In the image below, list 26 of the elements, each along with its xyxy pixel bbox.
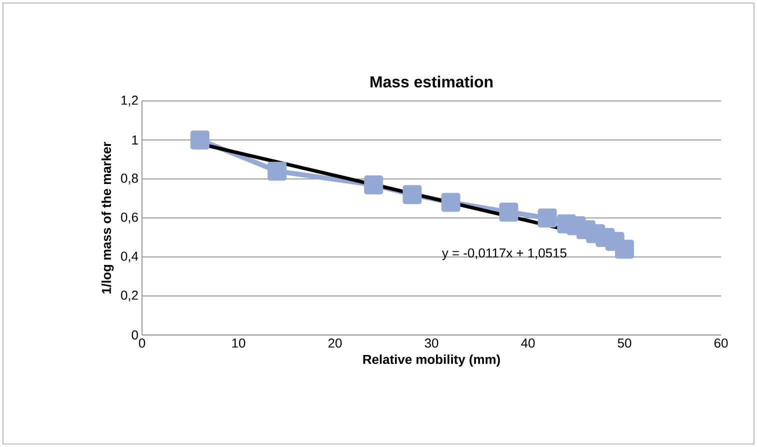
x-tick-label: 30 [424, 338, 438, 348]
chart-title: Mass estimation [370, 76, 493, 88]
y-tick-label: 0,4 [120, 252, 138, 262]
point [364, 175, 384, 194]
x-tick-label: 60 [714, 338, 728, 348]
point [538, 208, 557, 228]
point [499, 202, 518, 222]
x-tick-label: 50 [618, 338, 632, 348]
point [441, 192, 460, 212]
point [268, 162, 287, 181]
y-tick-label: 0 [132, 330, 138, 340]
y-tick-label: 1 [132, 136, 138, 144]
x-tick-label: 40 [521, 338, 535, 348]
y-tick-label: 0,8 [120, 174, 138, 184]
y-tick-label: 0,2 [120, 290, 138, 302]
x-axis-title: Relative mobility (mm) [363, 354, 500, 367]
x-tick-label: 20 [328, 338, 342, 348]
point [402, 185, 422, 204]
x-tick-label: 10 [232, 338, 246, 348]
point [190, 130, 210, 150]
x-tick-label: 0 [138, 338, 146, 348]
y-tick-label: 0,6 [120, 212, 138, 224]
point [615, 240, 634, 259]
y-tick-label: 1,2 [121, 96, 138, 106]
y-axis-title: 1/log mass of the marker [102, 142, 114, 294]
annotation: y = -0,0117x + 1,0515 [442, 248, 566, 260]
